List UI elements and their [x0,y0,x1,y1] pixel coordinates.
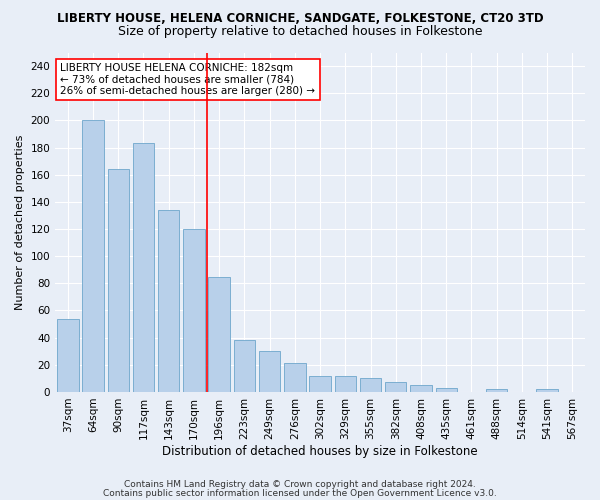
Bar [486,389,508,392]
Text: Contains public sector information licensed under the Open Government Licence v3: Contains public sector information licen… [103,488,497,498]
Bar [335,376,356,392]
Bar [436,388,457,392]
Bar [82,120,104,392]
Bar [360,378,381,392]
Bar [310,376,331,392]
Bar [57,318,79,392]
Text: Contains HM Land Registry data © Crown copyright and database right 2024.: Contains HM Land Registry data © Crown c… [124,480,476,489]
Text: Size of property relative to detached houses in Folkestone: Size of property relative to detached ho… [118,25,482,38]
Bar [133,144,154,392]
Text: LIBERTY HOUSE HELENA CORNICHE: 182sqm
← 73% of detached houses are smaller (784): LIBERTY HOUSE HELENA CORNICHE: 182sqm ← … [61,62,316,96]
Bar [208,276,230,392]
Bar [410,385,432,392]
Bar [259,351,280,392]
Bar [158,210,179,392]
Bar [536,389,558,392]
Bar [107,170,129,392]
Y-axis label: Number of detached properties: Number of detached properties [15,134,25,310]
Bar [284,364,305,392]
Bar [183,229,205,392]
Text: LIBERTY HOUSE, HELENA CORNICHE, SANDGATE, FOLKESTONE, CT20 3TD: LIBERTY HOUSE, HELENA CORNICHE, SANDGATE… [56,12,544,26]
X-axis label: Distribution of detached houses by size in Folkestone: Distribution of detached houses by size … [162,444,478,458]
Bar [385,382,406,392]
Bar [233,340,255,392]
